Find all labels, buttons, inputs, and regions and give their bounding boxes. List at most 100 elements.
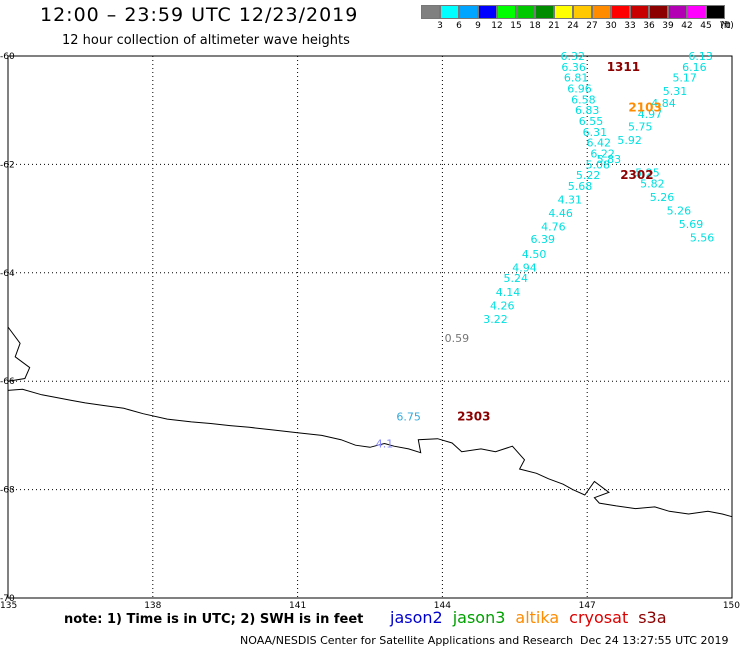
legend-label: 27 [586, 21, 598, 31]
legend-label: 30 [605, 21, 617, 31]
legend-label: 36 [643, 21, 655, 31]
wave-height-value: 6.75 [396, 410, 421, 423]
legend-label: 39 [662, 21, 674, 31]
lat-label: -62 [0, 160, 15, 170]
lat-label: -60 [0, 52, 15, 62]
wave-height-value: 5.31 [663, 85, 688, 98]
credit-line: NOAA/NESDIS Center for Satellite Applica… [240, 634, 574, 647]
legend-label: 6 [456, 21, 462, 31]
legend-label: 70 [719, 21, 731, 31]
legend-swatch [630, 5, 649, 19]
wave-height-value: 6.13 [688, 50, 713, 63]
wave-height-value: 0.59 [445, 332, 470, 345]
wave-height-value: 5.24 [504, 272, 529, 285]
legend-swatch [535, 5, 554, 19]
wave-height-value: 6.81 [564, 72, 589, 85]
satellite-altika: altika [515, 608, 560, 627]
legend-label: 24 [567, 21, 579, 31]
satellite-jason3: jason3 [452, 608, 506, 627]
wave-height-value: 4.46 [548, 207, 573, 220]
lon-label: 141 [289, 601, 306, 610]
pass-time-label: 1311 [607, 60, 640, 74]
coastline [7, 326, 733, 518]
wave-height-value: 6.96 [567, 83, 592, 96]
coastline-antarctica [7, 388, 733, 518]
legend-swatch [440, 5, 459, 19]
legend-swatch [459, 5, 478, 19]
pass-time-label: 2303 [457, 409, 490, 423]
chart-title: 12:00 – 23:59 UTC 12/23/2019 [40, 4, 359, 26]
wave-height-value: 5.26 [650, 191, 675, 204]
legend-label: 9 [475, 21, 481, 31]
legend-swatch [554, 5, 573, 19]
legend-swatch [668, 5, 687, 19]
wave-height-value: 4.14 [496, 286, 521, 299]
satellite-cryosat: cryosat [569, 608, 629, 627]
wave-height-value: 6.39 [531, 233, 556, 246]
legend-swatch [421, 5, 440, 19]
color-legend [421, 5, 725, 19]
wave-height-value: 5.75 [628, 120, 653, 133]
legend-label: 3 [437, 21, 443, 31]
legend-label: 21 [548, 21, 560, 31]
wave-height-value: 5.22 [576, 169, 601, 182]
legend-label: 42 [681, 21, 693, 31]
wave-height-value: 5.25 [635, 167, 660, 180]
wave-height-value: 6.32 [560, 50, 585, 63]
color-legend-labels: 3 6 9 12 15 18 21 24 27 30 33 36 39 42 45 70 (ft) [421, 21, 734, 33]
wave-height-value: 5.56 [690, 232, 715, 245]
satellite-key: jason2 jason3 altika cryosat s3a [390, 608, 667, 627]
wave-height-value: 3.22 [483, 313, 508, 326]
wave-height-value: 4.1 [376, 438, 394, 451]
legend-swatch [497, 5, 516, 19]
lon-label: 147 [579, 601, 596, 610]
lat-label: -66 [0, 377, 15, 387]
wave-height-value: 6.83 [575, 104, 600, 117]
lat-label: -70 [0, 594, 15, 604]
timestamp: Dec 24 13:27:55 UTC 2019 [580, 634, 729, 647]
footnote: note: 1) Time is in UTC; 2) SWH is in fe… [64, 612, 364, 627]
legend-swatch [478, 5, 497, 19]
wave-height-value: 5.26 [667, 204, 692, 217]
legend-swatch [611, 5, 630, 19]
wave-height-value: 5.82 [640, 177, 665, 190]
legend-swatch [649, 5, 668, 19]
legend-unit: (ft) [720, 21, 734, 31]
lon-label: 150 [723, 601, 740, 610]
legend-label: 15 [510, 21, 522, 31]
legend-label: 18 [529, 21, 541, 31]
legend-label: 45 [700, 21, 712, 31]
wave-height-value: 5.69 [679, 218, 704, 231]
pass-time-label: 2103 [628, 100, 661, 114]
legend-swatch [516, 5, 535, 19]
satellite-s3a: s3a [638, 608, 667, 627]
wave-height-value: 6.42 [587, 137, 612, 150]
wave-height-value: 5.83 [597, 153, 622, 166]
legend-swatch [592, 5, 611, 19]
chart-subtitle: 12 hour collection of altimeter wave hei… [62, 33, 350, 48]
legend-swatch [706, 5, 725, 19]
wave-height-value: 5.68 [568, 180, 593, 193]
coastline-west [7, 326, 31, 382]
wave-height-value: 6.36 [561, 61, 586, 74]
legend-swatch [687, 5, 706, 19]
wave-height-value: 5.17 [672, 72, 697, 85]
observations: 6.326.366.816.966.586.836.556.316.426.22… [376, 50, 715, 451]
wave-height-value: 4.50 [522, 248, 547, 261]
wave-height-value: 4.26 [490, 299, 515, 312]
wave-height-value: 6.31 [583, 126, 608, 139]
wave-height-value: 4.84 [651, 97, 676, 110]
wave-height-value: 6.55 [579, 115, 604, 128]
wave-height-value: 4.97 [638, 108, 663, 121]
wave-height-value: 6.58 [571, 93, 596, 106]
pass-time-label: 2302 [620, 168, 653, 182]
wave-height-value: 6.16 [682, 61, 707, 74]
legend-swatch [573, 5, 592, 19]
legend-label: 12 [491, 21, 503, 31]
lat-label: -64 [0, 269, 15, 279]
time-labels: 1311 2103 2302 2303 [457, 60, 662, 424]
lon-label: 135 [0, 601, 17, 610]
wave-height-value: 4.76 [541, 221, 566, 234]
